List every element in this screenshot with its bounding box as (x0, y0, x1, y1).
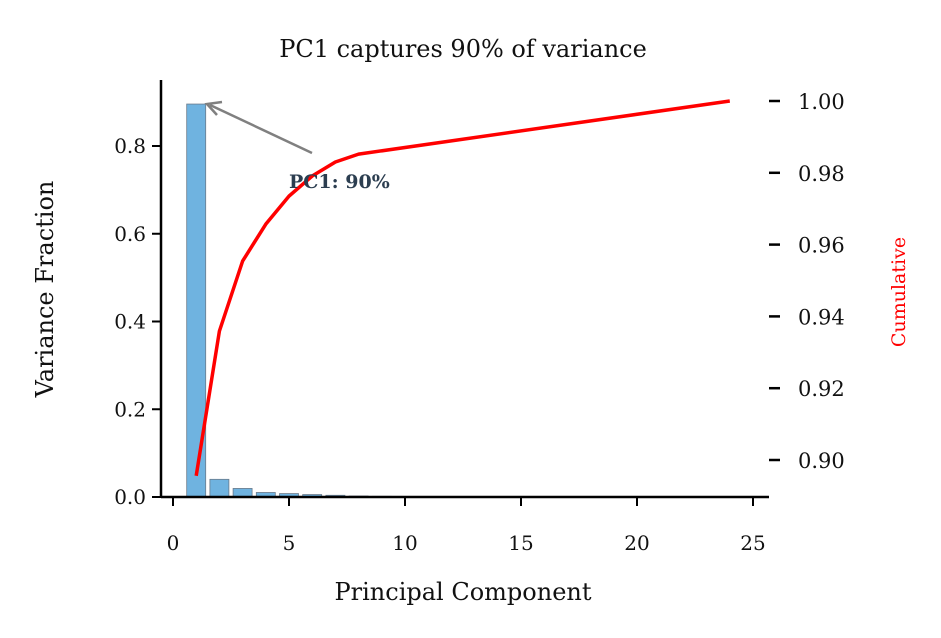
right-y-tick-label: 0.96 (798, 234, 845, 258)
y-tick-label: 0.2 (114, 397, 146, 421)
annotation: PC1: 90% (204, 100, 390, 193)
x-ticks: 0 5 10 15 20 25 (167, 497, 766, 555)
annotation-label: PC1: 90% (289, 171, 390, 193)
cumulative-line (194, 99, 731, 477)
axes (159, 80, 769, 499)
bar (232, 488, 253, 498)
y-ticks: 0.0 0.2 0.4 0.6 0.8 (114, 134, 161, 509)
variance-bars (186, 103, 740, 498)
y-tick-label: 0.0 (114, 485, 146, 509)
annotation-arrow (209, 103, 313, 155)
x-tick-label: 20 (624, 531, 649, 555)
right-y-axis-label: Cumulative (888, 237, 910, 347)
x-tick-label: 25 (740, 531, 765, 555)
arrow-head-icon (204, 100, 223, 116)
y-tick-label: 0.6 (114, 222, 146, 246)
right-y-tick-label: 0.90 (798, 449, 845, 473)
right-y-tick-label: 0.98 (798, 162, 845, 186)
x-axis-label: Principal Component (335, 578, 592, 606)
y-tick-label: 0.8 (114, 134, 146, 158)
x-tick-label: 5 (283, 531, 296, 555)
x-tick-label: 10 (392, 531, 417, 555)
y-tick-label: 0.4 (114, 310, 146, 334)
chart-title: PC1 captures 90% of variance (279, 35, 647, 63)
right-y-tick-label: 0.92 (798, 377, 845, 401)
right-y-tick-label: 1.00 (798, 90, 845, 114)
x-tick-label: 0 (167, 531, 180, 555)
right-y-ticks: 0.90 0.92 0.94 0.96 0.98 1.00 (769, 90, 845, 473)
bar (209, 478, 230, 498)
right-y-tick-label: 0.94 (798, 305, 845, 329)
x-tick-label: 15 (508, 531, 533, 555)
y-axis-label: Variance Fraction (31, 181, 59, 399)
